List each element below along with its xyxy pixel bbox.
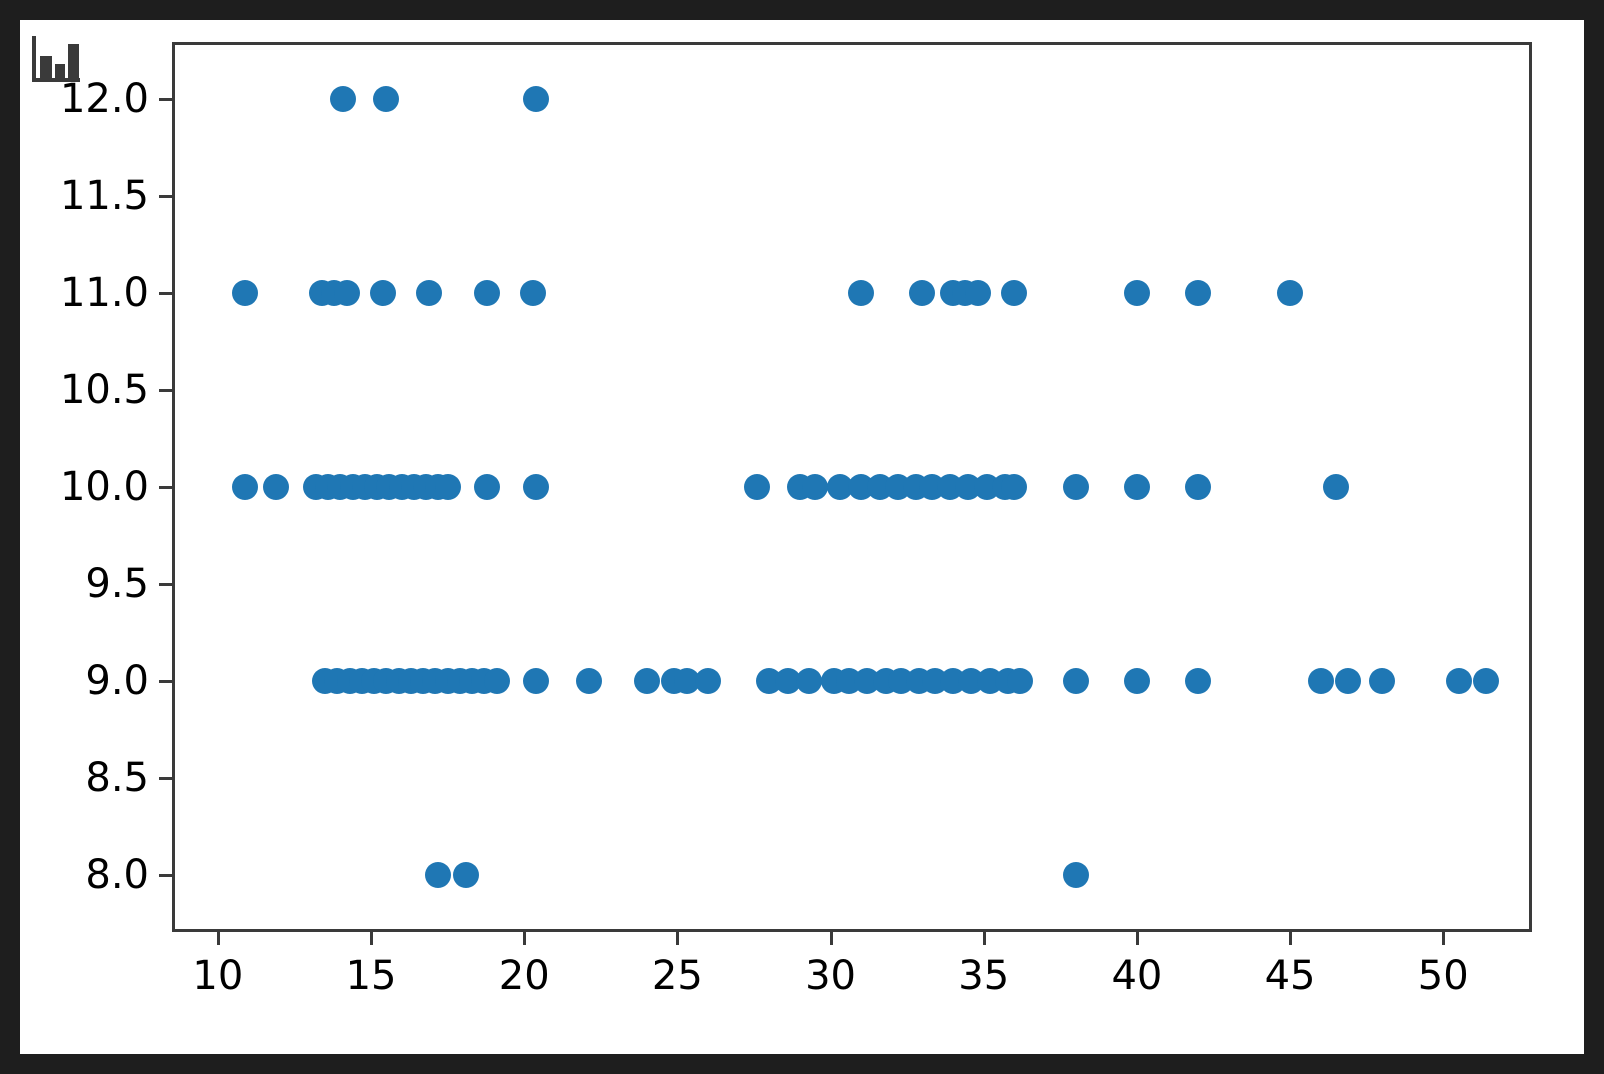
scatter-point — [1307, 667, 1334, 694]
scatter-point — [263, 474, 290, 500]
x-axis-tick-label: 35 — [958, 953, 1010, 999]
y-axis-tick — [159, 679, 175, 683]
scatter-point — [1185, 667, 1212, 694]
y-axis-tick-label: 12.0 — [59, 76, 149, 123]
scatter-point — [1323, 474, 1349, 500]
scatter-point — [802, 474, 829, 500]
y-axis-tick — [159, 195, 175, 199]
y-axis-tick — [159, 582, 175, 586]
x-axis-tick-label: 25 — [651, 953, 703, 999]
scatter-point — [1185, 474, 1212, 500]
scatter-point — [425, 861, 452, 888]
y-axis-tick — [159, 98, 175, 102]
scatter-point — [848, 280, 875, 307]
scatter-point — [744, 474, 771, 500]
x-axis-tick — [1442, 929, 1446, 945]
scatter-point — [523, 474, 550, 500]
scatter-point — [373, 86, 400, 113]
scatter-point — [1335, 667, 1362, 694]
scatter-plot-area — [175, 45, 1529, 929]
x-axis-tick — [1289, 929, 1293, 945]
x-axis-tick-label: 30 — [805, 953, 856, 999]
y-axis-tick — [159, 292, 175, 296]
y-axis-tick — [159, 776, 175, 780]
scatter-point — [1001, 474, 1028, 500]
scatter-point — [1123, 474, 1150, 500]
scatter-point — [1123, 280, 1150, 307]
y-axis-tick-label: 11.0 — [59, 270, 149, 317]
y-axis-tick-label: 8.5 — [85, 754, 149, 801]
x-axis-tick — [523, 929, 527, 945]
x-axis-tick — [216, 929, 220, 945]
x-axis-tick — [676, 929, 680, 945]
scatter-point — [370, 280, 397, 307]
scatter-point — [1062, 861, 1089, 888]
scatter-point — [1123, 667, 1150, 694]
scatter-point — [453, 861, 480, 888]
scatter-point — [695, 667, 722, 694]
scatter-point — [1062, 474, 1089, 500]
x-axis-tick — [370, 929, 374, 945]
scatter-point — [232, 280, 259, 307]
scatter-point — [523, 86, 550, 113]
scatter-point — [232, 474, 259, 500]
y-axis-tick-label: 9.0 — [85, 657, 149, 704]
scatter-point — [909, 280, 936, 307]
y-axis-tick — [159, 389, 175, 393]
x-axis-tick-label: 10 — [192, 953, 244, 999]
scatter-point — [333, 280, 360, 307]
scatter-point — [330, 86, 357, 113]
scatter-point — [1368, 667, 1395, 694]
x-axis-tick-label: 40 — [1111, 953, 1163, 999]
x-axis-tick — [1135, 929, 1139, 945]
scatter-point — [1185, 280, 1212, 307]
scatter-point — [483, 667, 510, 694]
scatter-point — [416, 280, 443, 307]
scatter-point — [520, 280, 547, 307]
scatter-point — [1001, 280, 1028, 307]
y-axis-tick-label: 8.0 — [85, 851, 149, 898]
y-axis-tick — [159, 486, 175, 489]
y-axis-tick-label: 10.0 — [59, 464, 149, 510]
scatter-point — [1007, 667, 1034, 694]
scatter-point — [474, 474, 501, 500]
scatter-point — [1277, 280, 1304, 307]
scatter-point — [1473, 667, 1500, 694]
scatter-point — [1062, 667, 1089, 694]
y-axis-tick-label: 9.5 — [85, 560, 149, 607]
scatter-point — [523, 667, 550, 694]
scatter-point — [474, 280, 501, 307]
scatter-point — [575, 667, 602, 694]
y-axis-tick-label: 10.5 — [59, 367, 149, 414]
scatter-point — [1445, 667, 1472, 694]
x-axis-tick — [982, 929, 986, 945]
x-axis-tick-label: 20 — [498, 953, 550, 999]
x-axis-tick-label: 15 — [345, 953, 397, 999]
matplotlib-figure: 10 15 20 25 30 35 40 45 50 8.0 8.5 9.0 9.5 10.0 10.5 11… — [20, 20, 1584, 1054]
scatter-point — [434, 474, 461, 500]
scatter-point — [964, 280, 991, 307]
y-axis-tick — [159, 873, 175, 877]
scatter-point — [796, 667, 823, 694]
bar-chart-icon — [32, 36, 80, 82]
x-axis-tick — [829, 929, 833, 945]
scatter-point — [633, 667, 660, 694]
plot-axes: 10 15 20 25 30 35 40 45 50 8.0 8.5 9.0 9.5 10.0 10.5 11… — [60, 42, 1532, 999]
x-axis-tick-label: 45 — [1264, 953, 1316, 999]
x-axis-tick-label: 50 — [1417, 953, 1469, 999]
y-axis-tick-label: 11.5 — [59, 173, 149, 220]
